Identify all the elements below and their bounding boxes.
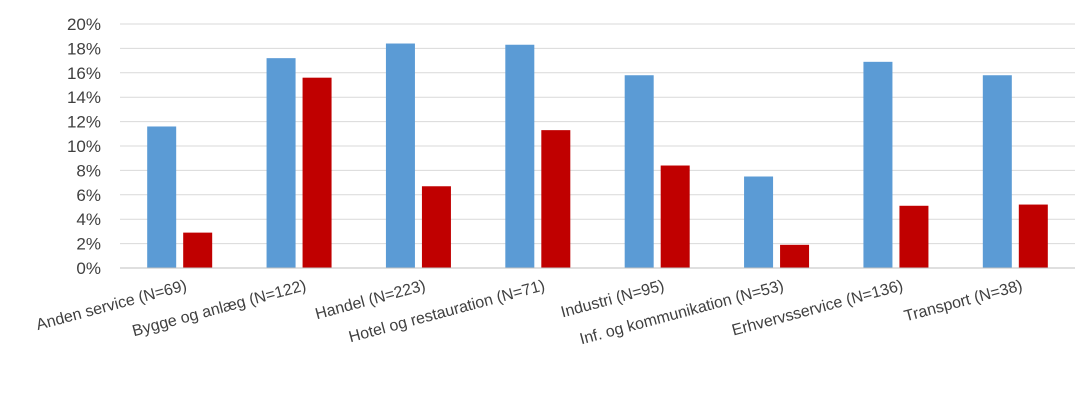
bar-series-2	[541, 130, 571, 268]
y-tick-label: 14%	[67, 88, 101, 107]
y-tick-label: 4%	[76, 210, 101, 229]
y-tick-label: 18%	[67, 39, 101, 58]
y-tick-label: 8%	[76, 161, 101, 180]
bar-series-1	[266, 58, 296, 268]
gridlines	[120, 23, 1075, 245]
x-category-label: Inf. og kommunikation (N=53)	[578, 277, 786, 348]
bar-series-2	[660, 165, 690, 268]
y-axis-ticks: 0% 2% 4% 6% 8% 10% 12% 14% 16% 18% 20%	[67, 15, 101, 278]
bar-series-1	[863, 61, 893, 268]
bar-series-1	[744, 176, 774, 268]
y-tick-label: 0%	[76, 259, 101, 278]
bar-series-1	[982, 75, 1012, 269]
bar-series-2	[421, 186, 451, 268]
x-category-label: Transport (N=38)	[902, 277, 1024, 325]
y-tick-label: 16%	[67, 64, 101, 83]
bar-series-1	[147, 126, 177, 268]
bar-series-2	[183, 232, 213, 268]
x-axis-labels: Anden service (N=69)Bygge og anlæg (N=12…	[34, 277, 1024, 348]
bar-series-2	[1018, 204, 1048, 268]
y-tick-label: 12%	[67, 113, 101, 132]
bar-series-1	[385, 43, 415, 268]
y-tick-label: 20%	[67, 15, 101, 34]
bar-series-2	[302, 77, 332, 269]
y-tick-label: 2%	[76, 235, 101, 254]
bar-series-2	[899, 205, 929, 268]
bar-series-1	[624, 75, 654, 269]
x-category-label: Hotel og restauration (N=71)	[347, 277, 547, 346]
bar-series-1	[505, 44, 535, 268]
y-tick-label: 10%	[67, 137, 101, 156]
bars	[147, 43, 1048, 269]
bar-series-2	[780, 244, 810, 268]
y-tick-label: 6%	[76, 186, 101, 205]
